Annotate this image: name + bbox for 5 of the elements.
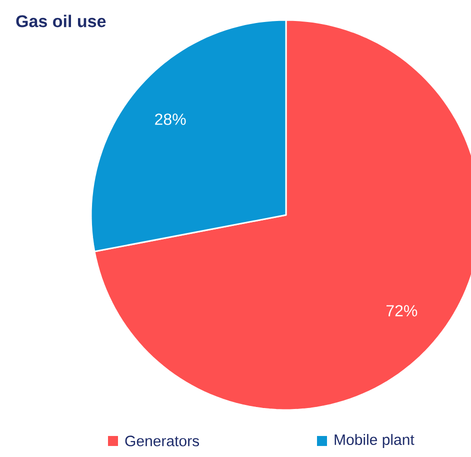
chart-title: Gas oil use (16, 14, 106, 28)
legend-label: Mobile plant (334, 434, 414, 448)
legend-label: Generators (125, 436, 200, 446)
data-label: 72% (386, 305, 418, 316)
data-label: 28% (155, 114, 186, 125)
